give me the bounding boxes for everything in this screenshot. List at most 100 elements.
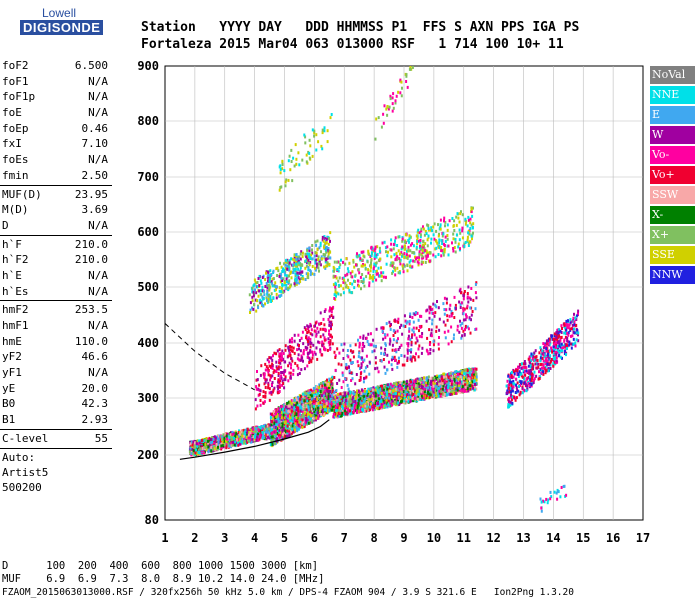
echo-point (321, 340, 324, 344)
echo-point (193, 443, 196, 447)
echo-point (305, 413, 308, 417)
echo-point (331, 408, 334, 412)
echo-point (288, 348, 290, 352)
echo-point (230, 442, 233, 445)
echo-point (364, 397, 367, 400)
echo-point (247, 433, 250, 437)
echo-point (366, 407, 369, 411)
echo-point (463, 389, 466, 393)
echo-point (475, 378, 478, 382)
echo-point (313, 395, 316, 398)
echo-point (317, 404, 320, 408)
echo-point (390, 397, 393, 401)
echo-point (387, 403, 390, 407)
echo-point (310, 324, 312, 328)
echo-point (328, 377, 331, 381)
echo-point (329, 397, 332, 401)
echo-point (333, 408, 336, 412)
echo-point (328, 408, 331, 412)
echo-point (226, 437, 228, 441)
echo-point (289, 345, 292, 348)
echo-point (310, 404, 313, 408)
echo-point (360, 388, 363, 392)
param-key: hmF2 (2, 303, 29, 317)
echo-point (402, 383, 405, 387)
echo-point (224, 432, 227, 436)
echo-point (290, 431, 293, 435)
echo-point (326, 348, 329, 352)
echo-point (329, 306, 331, 310)
echo-point (277, 365, 280, 369)
echo-point (263, 382, 266, 386)
echo-point (319, 401, 322, 405)
echo-point (338, 402, 341, 406)
echo-point (475, 367, 478, 371)
echo-point (346, 412, 349, 416)
echo-point (331, 388, 334, 392)
echo-point (440, 388, 443, 392)
echo-point (273, 377, 276, 380)
echo-point (429, 388, 432, 392)
echo-point (324, 347, 326, 351)
echo-point (327, 337, 330, 341)
echo-point (341, 411, 344, 415)
echo-point (328, 329, 331, 333)
echo-point (382, 389, 385, 392)
echo-point (468, 377, 471, 381)
param-key: fxI (2, 137, 22, 151)
echo-point (285, 405, 287, 409)
echo-point (303, 424, 306, 428)
echo-point (349, 412, 352, 416)
echo-point (458, 387, 461, 390)
echo-point (288, 430, 291, 434)
echo-point (357, 396, 360, 400)
echo-point (241, 431, 244, 435)
echo-point (399, 381, 402, 385)
echo-point (303, 391, 306, 395)
echo-point (212, 437, 215, 441)
echo-point (367, 395, 370, 399)
legend-item-noval: NoVal (650, 66, 695, 84)
echo-point (307, 394, 310, 398)
echo-point (269, 378, 272, 382)
echo-point (403, 390, 406, 394)
echo-point (217, 434, 219, 438)
echo-point (271, 431, 274, 435)
echo-point (296, 364, 299, 368)
y-tick-label: 300 (137, 391, 159, 405)
echo-point (293, 339, 296, 343)
echo-point (381, 401, 384, 405)
echo-point (236, 443, 239, 447)
echo-point (264, 380, 267, 384)
echo-point (309, 340, 312, 344)
echo-point (312, 399, 315, 403)
echo-point (248, 430, 251, 434)
echo-point (418, 397, 421, 401)
echo-point (313, 402, 316, 406)
echo-point (299, 401, 302, 405)
echo-point (472, 386, 475, 390)
param-key: h`Es (2, 284, 29, 298)
echo-point (456, 386, 459, 390)
param-key: foE (2, 106, 22, 120)
echo-point (273, 438, 276, 442)
echo-point (273, 410, 276, 413)
echo-point (274, 432, 277, 436)
echo-point (295, 408, 298, 412)
echo-point (445, 377, 448, 381)
echo-point (361, 408, 364, 411)
echo-point (306, 346, 309, 350)
echo-point (269, 443, 272, 446)
echo-point (453, 377, 456, 381)
echo-point (308, 356, 311, 360)
echo-point (222, 441, 225, 445)
echo-point (464, 389, 467, 393)
echo-point (315, 395, 318, 399)
echo-point (190, 452, 193, 455)
param-separator (0, 447, 112, 449)
echo-point (325, 386, 328, 390)
echo-point (278, 390, 281, 393)
echo-point (332, 405, 335, 409)
echo-point (329, 394, 332, 398)
echo-point (352, 392, 355, 396)
